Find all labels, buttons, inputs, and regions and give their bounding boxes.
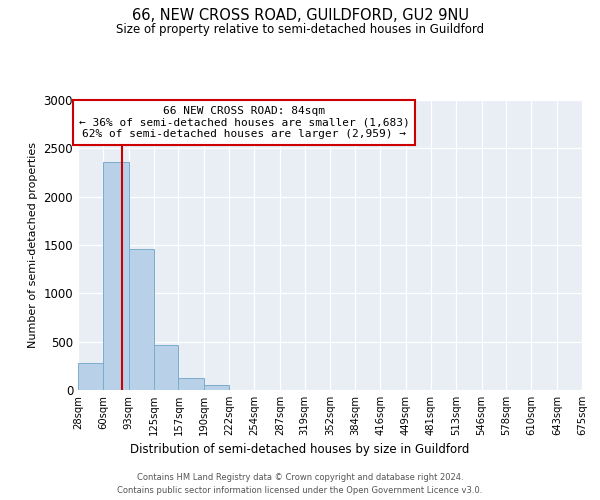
Bar (128, 249, 154, 390)
Bar (78, 363, 103, 390)
Text: 66 NEW CROSS ROAD: 84sqm
← 36% of semi-detached houses are smaller (1,683)
62% o: 66 NEW CROSS ROAD: 84sqm ← 36% of semi-d… (79, 106, 410, 139)
Y-axis label: Number of semi-detached properties: Number of semi-detached properties (28, 142, 38, 348)
Bar (154, 344, 178, 390)
Text: Distribution of semi-detached houses by size in Guildford: Distribution of semi-detached houses by … (130, 442, 470, 456)
Text: Contains public sector information licensed under the Open Government Licence v3: Contains public sector information licen… (118, 486, 482, 495)
Bar (204, 385, 229, 390)
Text: 66, NEW CROSS ROAD, GUILDFORD, GU2 9NU: 66, NEW CROSS ROAD, GUILDFORD, GU2 9NU (131, 8, 469, 22)
Text: Size of property relative to semi-detached houses in Guildford: Size of property relative to semi-detach… (116, 22, 484, 36)
Text: Contains HM Land Registry data © Crown copyright and database right 2024.: Contains HM Land Registry data © Crown c… (137, 472, 463, 482)
Bar (103, 162, 128, 390)
Bar (178, 378, 204, 390)
